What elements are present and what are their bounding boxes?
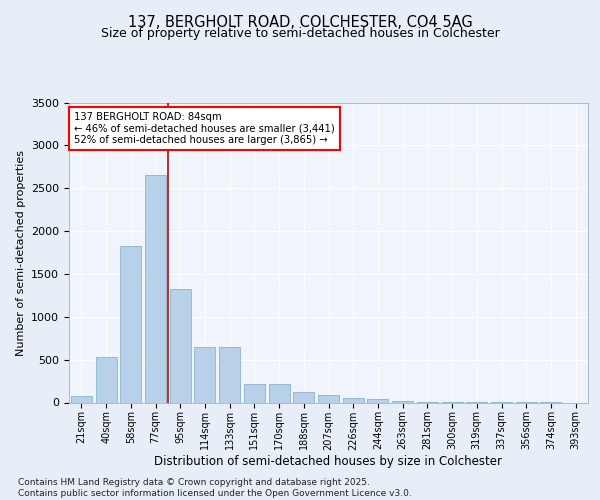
Bar <box>343 398 364 402</box>
Text: 137 BERGHOLT ROAD: 84sqm
← 46% of semi-detached houses are smaller (3,441)
52% o: 137 BERGHOLT ROAD: 84sqm ← 46% of semi-d… <box>74 112 335 144</box>
Text: 137, BERGHOLT ROAD, COLCHESTER, CO4 5AG: 137, BERGHOLT ROAD, COLCHESTER, CO4 5AG <box>128 15 472 30</box>
Bar <box>293 392 314 402</box>
Bar <box>392 401 413 402</box>
Bar <box>95 357 116 403</box>
Text: Contains HM Land Registry data © Crown copyright and database right 2025.
Contai: Contains HM Land Registry data © Crown c… <box>18 478 412 498</box>
Text: Size of property relative to semi-detached houses in Colchester: Size of property relative to semi-detach… <box>101 28 499 40</box>
Bar <box>367 399 388 402</box>
Bar <box>71 396 92 402</box>
Bar <box>145 176 166 402</box>
Bar <box>170 290 191 403</box>
Bar <box>120 246 141 402</box>
X-axis label: Distribution of semi-detached houses by size in Colchester: Distribution of semi-detached houses by … <box>155 455 503 468</box>
Bar <box>269 384 290 402</box>
Bar <box>194 347 215 403</box>
Y-axis label: Number of semi-detached properties: Number of semi-detached properties <box>16 150 26 356</box>
Bar <box>219 347 240 403</box>
Bar <box>318 395 339 402</box>
Bar <box>244 384 265 402</box>
